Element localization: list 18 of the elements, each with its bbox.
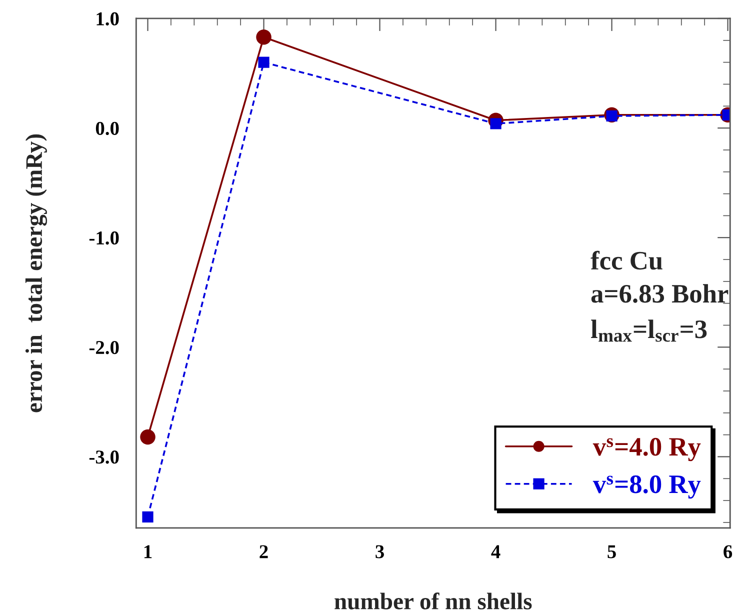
annotation: a=6.83 Bohr [591,284,728,303]
x-axis-title: number of nn shells [334,592,532,610]
legend-label: v$^{s}$=4.0 Ry [592,438,701,462]
x-tick-label: 1 [144,545,152,558]
legend-label: v$^{s}$=8.0 Ry [592,475,701,499]
x-tick-label: 4 [491,545,500,558]
y-tick-label: 0.0 [96,122,119,136]
y-tick-label: -3.0 [89,450,119,464]
y-tick-label: 1.0 [96,12,119,26]
y-axis-title: error in total energy (mRy) [25,134,48,412]
annotation: l$_{max}$=l$_{scr}$=3 [591,320,707,342]
y-tick-label: -2.0 [89,340,119,354]
x-tick-label: 6 [724,545,732,558]
x-tick-label: 2 [260,545,268,558]
x-tick-label: 5 [608,545,616,558]
annotation: fcc Cu [590,250,662,270]
x-tick-label: 3 [376,545,384,558]
y-tick-label: -1.0 [89,231,119,245]
